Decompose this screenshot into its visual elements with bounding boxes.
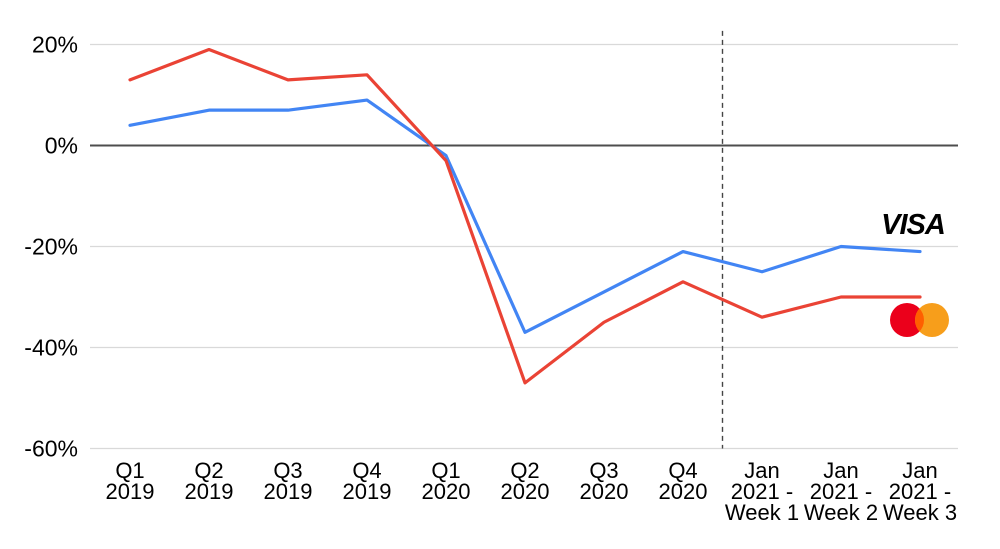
x-tick-label: Q1 2020 <box>422 458 471 504</box>
x-tick-label: Q4 2020 <box>659 458 708 504</box>
x-tick-line: Q1 <box>431 458 460 483</box>
x-tick-line: 2019 <box>106 479 155 504</box>
y-tick-label: 20% <box>32 32 78 58</box>
x-tick-line: Q4 <box>668 458 697 483</box>
y-tick-label: -60% <box>24 436 78 462</box>
x-tick-line: Jan <box>744 458 779 483</box>
x-tick-label: Q4 2019 <box>343 458 392 504</box>
x-tick-line: Q2 <box>510 458 539 483</box>
x-tick-line: Q2 <box>194 458 223 483</box>
x-tick-label: Q2 2020 <box>501 458 550 504</box>
x-tick-label: Jan 2021 -Week 2 <box>804 458 878 525</box>
y-tick-label: 0% <box>45 133 78 159</box>
x-tick-line: Q3 <box>589 458 618 483</box>
x-tick-line: 2021 - <box>731 479 793 504</box>
x-tick-line: 2020 <box>659 479 708 504</box>
x-tick-label: Q3 2019 <box>264 458 313 504</box>
x-tick-line: 2020 <box>501 479 550 504</box>
x-tick-line: Q1 <box>115 458 144 483</box>
x-tick-line: Week 1 <box>725 500 799 525</box>
x-tick-label: Jan 2021 -Week 3 <box>883 458 957 525</box>
x-tick-label: Jan 2021 -Week 1 <box>725 458 799 525</box>
x-tick-line: Week 3 <box>883 500 957 525</box>
y-axis-labels: 20% 0% -20% -40% -60% <box>24 32 78 462</box>
y-tick-label: -20% <box>24 234 78 260</box>
gridlines <box>90 43 958 450</box>
y-tick-label: -40% <box>24 335 78 361</box>
x-tick-line: 2020 <box>422 479 471 504</box>
series-lines <box>128 47 922 385</box>
x-tick-label: Q1 2019 <box>106 458 155 504</box>
mastercard-logo-icon <box>890 303 949 337</box>
x-tick-line: 2019 <box>264 479 313 504</box>
visa-logo: VISA <box>881 209 945 241</box>
x-tick-line: 2021 - <box>889 479 951 504</box>
mastercard-line <box>128 47 922 385</box>
x-tick-line: Q3 <box>273 458 302 483</box>
mastercard-red-circle <box>890 303 924 337</box>
x-tick-line: 2019 <box>343 479 392 504</box>
x-tick-line: Jan <box>902 458 937 483</box>
x-tick-label: Q2 2019 <box>185 458 234 504</box>
x-tick-line: 2020 <box>580 479 629 504</box>
x-tick-line: Jan <box>823 458 858 483</box>
x-tick-label: Q3 2020 <box>580 458 629 504</box>
visa-line <box>128 98 922 334</box>
x-tick-line: Week 2 <box>804 500 878 525</box>
x-tick-line: Q4 <box>352 458 381 483</box>
x-tick-line: 2019 <box>185 479 234 504</box>
x-tick-line: 2021 - <box>810 479 872 504</box>
mastercard-orange-circle <box>915 303 949 337</box>
